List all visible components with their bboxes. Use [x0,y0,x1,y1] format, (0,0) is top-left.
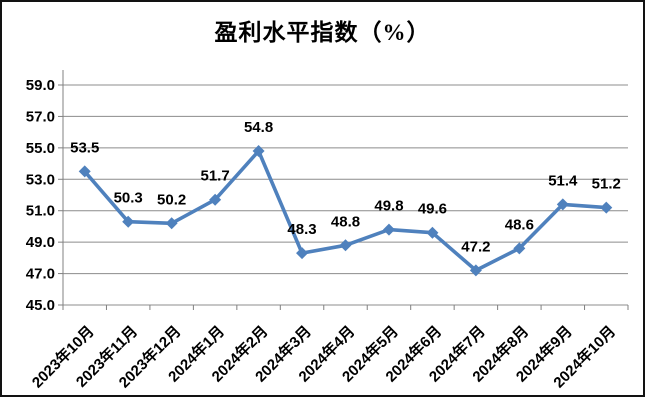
data-point-marker [252,145,265,157]
data-point-label: 50.3 [114,190,143,207]
y-tick-label: 57.0 [26,108,55,125]
y-tick-label: 59.0 [26,77,55,94]
data-point-label: 49.6 [418,201,447,218]
chart-title: 盈利水平指数（%） [214,20,431,45]
y-tick-label: 49.0 [26,234,55,251]
data-point-marker [78,165,91,178]
data-point-marker [382,223,395,236]
chart-frame: 盈利水平指数（%） 45.0 47.0 49.0 51.0 53.0 55.0 57.0 59… [0,0,645,397]
data-point-label: 53.5 [70,139,99,156]
data-point-label: 48.3 [287,221,316,238]
y-tick-label: 51.0 [26,203,55,220]
data-point-marker [600,201,613,214]
data-point-marker [165,217,178,230]
data-point-label: 48.6 [505,216,534,233]
data-point-label: 51.2 [592,176,621,193]
data-point-label: 51.4 [548,172,578,189]
y-tick-label: 53.0 [26,171,55,188]
data-point-marker [513,242,526,255]
data-point-label: 54.8 [244,119,273,136]
data-point-marker [469,264,482,277]
data-point-label: 51.7 [201,168,230,185]
data-point-label: 47.2 [461,238,490,255]
line-chart: 45.047.049.051.053.055.057.059.02023年10月… [26,70,629,391]
data-point-marker [122,215,135,228]
y-tick-label: 47.0 [26,266,55,283]
data-point-label: 50.2 [157,191,186,208]
y-tick-label: 55.0 [26,140,55,157]
data-point-label: 48.8 [331,213,360,230]
data-point-label: 49.8 [374,198,403,215]
data-point-marker [556,198,569,211]
data-point-marker [426,226,439,239]
data-point-marker [339,239,352,252]
data-point-marker [209,193,222,206]
data-point-marker [296,247,309,260]
y-tick-label: 45.0 [26,297,55,314]
